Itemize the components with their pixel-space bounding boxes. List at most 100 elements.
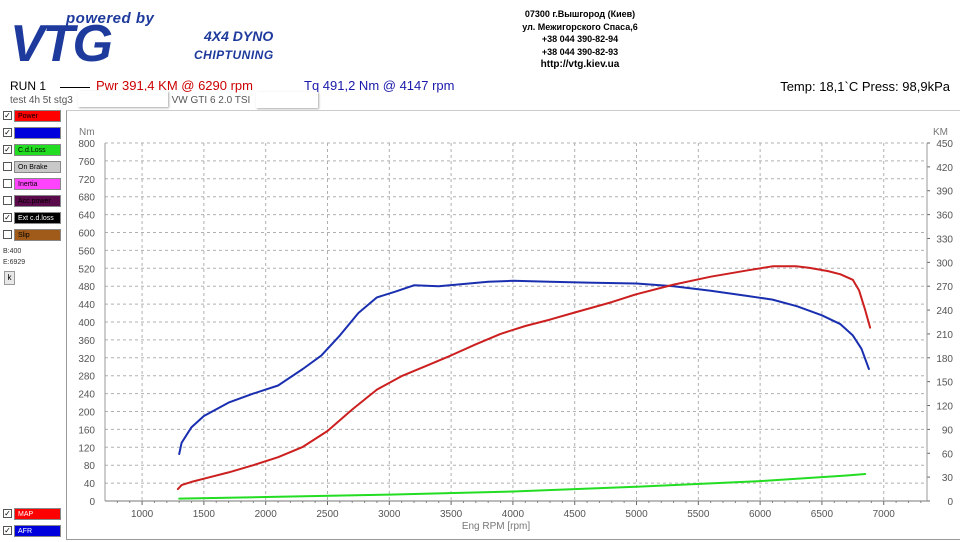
x-tick-label: 2000 [255,509,278,520]
y-left-tick-label: 240 [78,390,95,401]
legend-label: C.d.Loss [14,143,61,156]
contact-address-city: 07300 г.Вышгород (Киев) [524,9,636,19]
y-right-tick-label: 180 [936,354,953,365]
x-tick-label: 5000 [625,509,648,520]
y-right-tick-label: 0 [947,497,953,508]
legend-item-power[interactable]: ✓ Power [3,109,61,122]
legend-item-c-d-loss[interactable]: ✓ C.d.Loss [3,143,61,156]
y-left-tick-label: 280 [78,372,95,383]
vtg-logo: powered by VTG 4X4 DYNO CHIPTUNING [8,8,298,72]
contact-phone-1: +38 044 390-82-94 [541,34,619,44]
legend-item-torque[interactable]: ✓ Torque [3,126,61,139]
legend-item-on-brake[interactable]: On Brake [3,160,61,173]
k-button[interactable]: k [4,271,15,285]
checkbox[interactable] [3,162,12,171]
y-left-tick-label: 480 [78,282,95,293]
checkbox[interactable] [3,179,12,188]
x-tick-label: 6000 [749,509,772,520]
checkbox[interactable]: ✓ [3,128,12,137]
b-value: B:400 [3,248,22,255]
run-description-left: test 4h 5t stg3 [10,95,73,106]
e-value: E:6929 [3,259,26,266]
y-left-tick-label: 520 [78,264,95,275]
legend-label: Ext c.d.loss [14,211,61,224]
x-tick-label: 3000 [378,509,401,520]
y-left-tick-label: 680 [78,193,95,204]
y-left-tick-label: 80 [84,461,96,472]
y-left-tick-label: 320 [78,354,95,365]
y-right-tick-label: 210 [936,330,953,341]
y-right-tick-label: 390 [936,187,953,198]
y-right-unit: KM [933,127,948,138]
y-left-tick-label: 760 [78,157,95,168]
legend-item-afr[interactable]: ✓ AFR [3,524,61,537]
legend-label: Slip [14,228,61,241]
checkbox[interactable] [3,230,12,239]
checkbox[interactable] [3,196,12,205]
y-right-tick-label: 270 [936,282,953,293]
x-tick-label: 7000 [873,509,896,520]
contact-address-street: ул. Межигорского Спаса,6 [522,21,638,32]
legend-label: AFR [14,524,61,537]
y-right-tick-label: 420 [936,163,953,174]
y-right-tick-label: 90 [942,425,954,436]
power-summary: Pwr 391,4 KM @ 6290 rpm [96,78,253,93]
torque-summary: Tq 491,2 Nm @ 4147 rpm [304,78,455,93]
legend-item-acc-power[interactable]: Acc.power [3,194,61,207]
x-tick-label: 4500 [564,509,587,520]
series-line-c-d-loss [178,473,867,500]
contact-url[interactable]: http://vtg.kiev.ua [540,59,620,70]
x-tick-label: 6500 [811,509,834,520]
legend-panel: ✓ Power ✓ Torque ✓ C.d.Loss On Brake Inertia Acc… [3,109,61,245]
x-tick-label: 1000 [131,509,154,520]
checkbox[interactable]: ✓ [3,213,12,222]
y-right-tick-label: 300 [936,258,953,269]
run-label: RUN 1 [10,79,47,93]
y-left-tick-label: 40 [84,479,96,490]
y-left-tick-label: 120 [78,443,95,454]
checkbox[interactable]: ✓ [3,526,12,535]
y-left-tick-label: 800 [78,139,95,150]
y-left-tick-label: 600 [78,229,95,240]
dyno-chart: 1000 1500 2000 2500 3000 3500 4000 4500 5000 5500… [66,110,960,540]
contact-info: 07300 г.Вышгород (Киев) ул. Межигорского… [480,8,680,72]
y-left-tick-label: 200 [78,408,95,419]
legend-label: MAP [14,507,61,520]
legend-label: Power [14,109,61,122]
legend-label: Torque [14,126,61,139]
legend-item-slip[interactable]: Slip [3,228,61,241]
legend-label: Acc.power [14,194,61,207]
y-left-tick-label: 640 [78,211,95,222]
y-right-tick-label: 150 [936,378,953,389]
contact-phone-2: +38 044 390-82-93 [541,46,619,57]
y-left-tick-label: 0 [89,497,95,508]
logo-chiptuning: CHIPTUNING [194,48,274,62]
series-line-power [176,265,872,491]
y-right-tick-label: 330 [936,234,953,245]
legend-item-map[interactable]: ✓ MAP [3,507,61,520]
x-tick-label: 2500 [316,509,339,520]
x-tick-label: 1500 [193,509,216,520]
y-left-tick-label: 720 [78,175,95,186]
y-right-tick-label: 360 [936,211,953,222]
y-left-tick-label: 440 [78,300,95,311]
checkbox[interactable]: ✓ [3,111,12,120]
y-left-tick-label: 360 [78,336,95,347]
legend-item-inertia[interactable]: Inertia [3,177,61,190]
run-line-sample [60,87,90,88]
dyno-chart-svg: 1000 1500 2000 2500 3000 3500 4000 4500 5000 5500… [78,127,954,532]
run-summary: RUN 1 Pwr 391,4 KM @ 6290 rpm Tq 491,2 N… [10,78,950,95]
legend-label: Inertia [14,177,61,190]
y-right-tick-label: 450 [936,139,953,150]
y-left-unit: Nm [79,127,95,138]
checkbox[interactable]: ✓ [3,145,12,154]
legend-item-ext-c-d-loss[interactable]: ✓ Ext c.d.loss [3,211,61,224]
redaction-box [78,91,168,107]
legend-label: On Brake [14,160,61,173]
logo-dyno: 4X4 DYNO [204,28,274,44]
y-left-tick-label: 560 [78,246,95,257]
y-left-tick-label: 160 [78,425,95,436]
y-right-tick-label: 30 [942,473,954,484]
checkbox[interactable]: ✓ [3,509,12,518]
conditions-readout: Temp: 18,1`C Press: 98,9kPa [780,79,950,94]
